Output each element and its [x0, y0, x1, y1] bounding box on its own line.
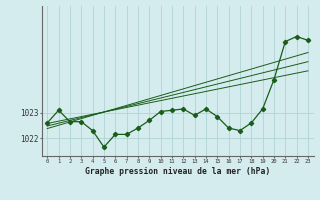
X-axis label: Graphe pression niveau de la mer (hPa): Graphe pression niveau de la mer (hPa): [85, 167, 270, 176]
